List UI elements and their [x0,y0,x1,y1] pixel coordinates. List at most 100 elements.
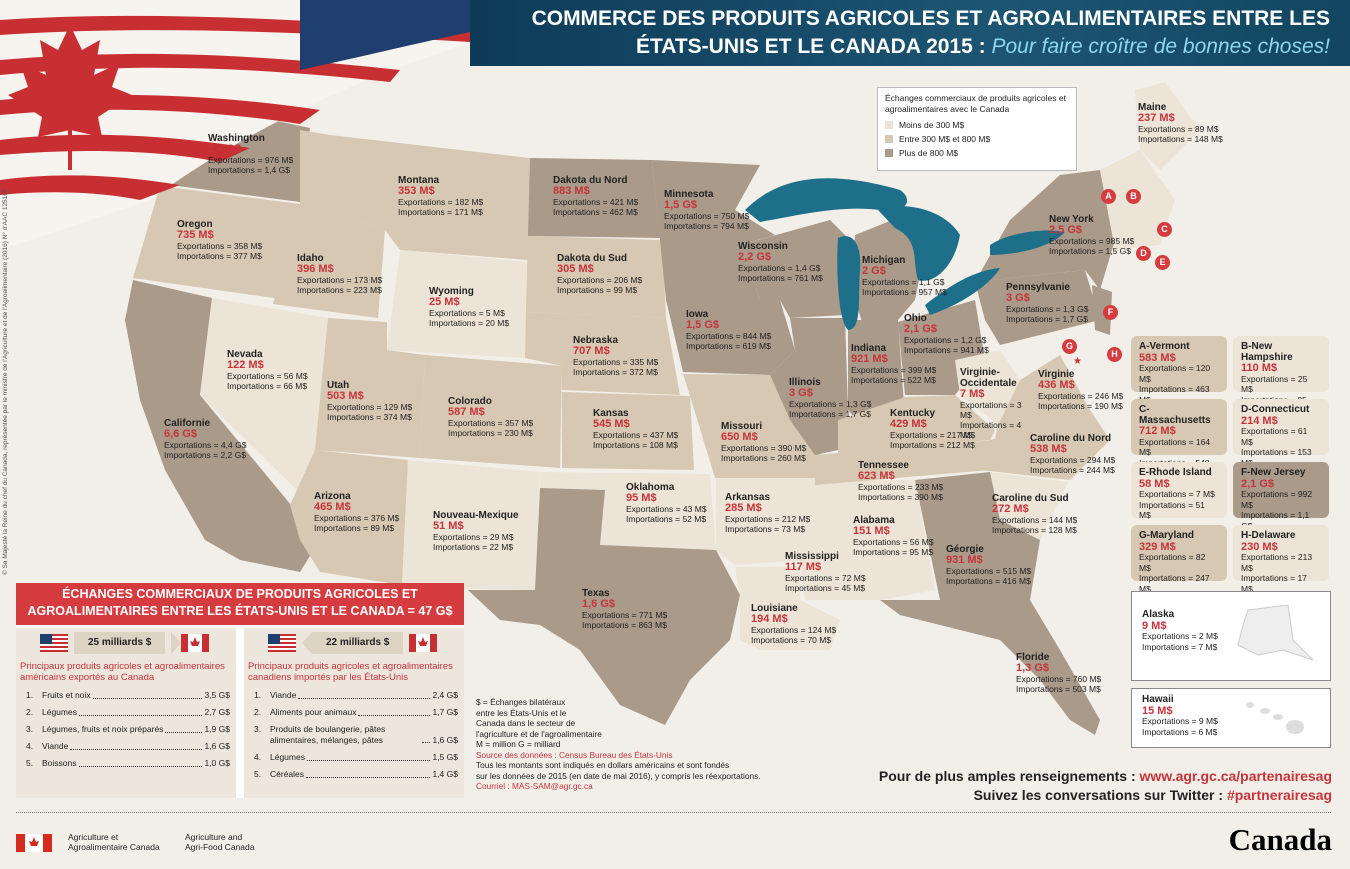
maine-shape [1135,82,1200,170]
state-label-pennsylvania: Pennsylvanie 3 G$ Exportations = 1,3 G$ Imp… [1006,282,1089,324]
arizona-shape [290,450,408,585]
legend-item-mid: Entre 300 M$ et 800 M$ [885,132,1069,146]
wyoming-shape [387,250,528,358]
pin-h: H [1107,347,1122,362]
pin-c: C [1157,222,1172,237]
state-label-south-dakota: Dakota du Sud 305 M$ Exportations = 206 M$… [557,253,643,295]
state-label-nebraska: Nebraska 707 M$ Exportations = 335 M$ Impor… [573,335,659,377]
alaska-exp: Exportations = 2 M$ [1142,631,1218,641]
legend-item-low: Moins de 300 M$ [885,118,1069,132]
idaho-shape [273,130,385,318]
title-line-1: COMMERCE DES PRODUITS AGRICOLES ET AGROA… [531,7,1330,30]
export-item-2: 2. Légumes 2,7 G$ [16,704,236,721]
nevada-shape [200,298,328,505]
hawaii-shape [1246,702,1304,734]
lake-ontario [990,230,1065,255]
georgia-shape [915,472,1040,600]
map-legend: Échanges commerciaux de produits agricol… [877,87,1077,171]
indiana-shape [848,320,904,422]
texas-shape [468,488,740,725]
export-item-3: 3. Légumes, fruits et noix préparés 1,9 G$ [16,721,236,738]
legend-label-low: Moins de 300 M$ [899,120,965,130]
pennsylvania-shape [975,270,1100,345]
website-link[interactable]: www.agr.gc.ca/partenairesag [1139,768,1332,784]
import-item-4: 4. Légumes 1,5 G$ [244,749,464,766]
box-delaware: H-Delaware 230 M$ Exportations = 213 M$ Imp… [1233,525,1329,594]
state-label-arkansas: Arkansas 285 M$ Exportations = 212 M$ Impor… [725,492,811,534]
flag-graphic [0,0,480,250]
state-label-idaho: Idaho 396 M$ Exportations = 173 M$ Importat… [297,253,383,295]
copyright-text: © Sa Majesté la Reine du chef du Canada,… [2,188,9,575]
california-shape [125,280,320,572]
mississippi-shape [800,480,855,600]
state-label-virginia: Virginie 436 M$ Exportations = 246 M$ Impor… [1038,369,1124,411]
inset-hawaii: Hawaii 15 M$ Exportations = 9 M$ Importatio… [1131,688,1331,748]
hawaii-value: 15 M$ [1142,704,1173,717]
oklahoma-shape [540,472,716,550]
info-text-2: Suivez les conversations sur Twitter : [973,787,1224,803]
info-line-1: Pour de plus amples renseignements : www… [879,767,1332,786]
lake-michigan [837,236,861,330]
us-flag-icon [40,634,68,652]
header-bar [470,0,1350,66]
state-label-kentucky: Kentucky 429 M$ Exportations = 217 M$ Impor… [890,408,976,450]
page-title: COMMERCE DES PRODUITS AGRICOLES ET AGROA… [460,5,1330,61]
montana-shape [330,135,530,260]
state-label-montana: Montana 353 M$ Exportations = 182 M$ Import… [398,175,484,217]
legend-swatch-mid [885,135,893,143]
box-new-jersey: F-New Jersey 2,1 G$ Exportations = 992 M$ I… [1233,462,1329,531]
note-line-3: Canada dans le secteur de [476,718,576,728]
oregon-shape [133,186,300,300]
box-rhode-island: E-Rhode Island 58 M$ Exportations = 7 M$ Im… [1131,462,1227,520]
state-label-illinois: Illinois 3 G$ Exportations = 1,3 G$ Importa… [789,377,872,419]
michigan-shape [852,215,925,322]
box-connecticut: D-Connecticut 214 M$ Exportations = 61 M$ I… [1233,399,1329,468]
south-carolina-shape [990,472,1068,540]
state-label-minnesota: Minnesota 1,5 G$ Exportations = 750 M$ Impo… [664,189,750,231]
state-label-south-carolina: Caroline du Sud 272 M$ Exportations = 144 … [992,493,1078,535]
totals-panel: ÉCHANGES COMMERCIAUX DE PRODUITS AGRICOL… [16,583,464,798]
state-label-georgia: Géorgie 931 M$ Exportations = 515 M$ Import… [946,544,1032,586]
arrow-right-icon [171,632,182,654]
arkansas-shape [716,478,815,565]
note-line-7: Tous les montants sont indiqués en dolla… [476,760,730,770]
import-item-3: 3. Produits de boulangerie, pâtes aliment… [254,724,458,745]
box-maryland: G-Maryland 329 M$ Exportations = 82 M$ Impo… [1131,525,1227,594]
exports-amount-arrow: 25 milliards $ [74,632,166,654]
note-email: Courriel : MAS-SAM@agr.gc.ca [476,781,593,791]
florida-shape [880,600,1100,735]
exports-arrow-row: 25 milliards $ [16,628,236,658]
twitter-hashtag-link[interactable]: #partnerairesag [1226,787,1332,803]
state-label-north-carolina: Caroline du Nord 538 M$ Exportations = 294… [1030,433,1116,475]
department-name-fr: Agriculture et Agroalimentaire Canada [68,832,160,852]
import-item-5: 5. Céréales 1,4 G$ [244,766,464,783]
state-label-ohio: Ohio 2,1 G$ Exportations = 1,2 G$ Importati… [904,313,989,355]
state-label-wisconsin: Wisconsin 2,2 G$ Exportations = 1,4 G$ Impo… [738,241,823,283]
hawaii-imp: Importations = 6 M$ [1142,726,1218,737]
legend-label-high: Plus de 800 M$ [899,148,959,158]
imports-amount-arrow: 22 milliards $ [312,632,404,654]
alaska-shape [1237,604,1314,661]
colorado-shape [420,355,562,468]
west-virginia-shape [955,350,1020,425]
box-vermont: A-Vermont 583 M$ Exportations = 120 M$ Impo… [1131,336,1227,405]
us-canada-flag-image [0,0,480,250]
note-source: Source des données : Census Bureau des É… [476,749,673,760]
louisiana-shape [735,566,840,650]
legend-title: Échanges commerciaux de produits agricol… [885,93,1066,114]
state-label-tennessee: Tennessee 623 M$ Exportations = 233 M$ Impo… [858,460,944,502]
page-subtitle: Pour faire croître de bonnes choses! [991,35,1330,58]
new-jersey-shape [1092,285,1112,335]
south-dakota-shape [526,236,666,318]
title-line-2: ÉTATS-UNIS ET LE CANADA 2015 : Pour fair… [460,33,1330,61]
canada-flag-icon [181,634,210,652]
wisconsin-shape [740,220,858,318]
footer-divider [16,812,1331,813]
note-line-4: l'agriculture et de l'agroalimentaire [476,728,602,739]
state-label-new-york: New York 2,5 G$ Exportations = 985 M$ Impor… [1049,214,1135,256]
capital-star-icon: ★ [1073,356,1082,367]
exports-caption: Principaux produits agricoles et agroali… [20,661,225,683]
pin-b: B [1126,189,1141,204]
box-massachusetts: C-Massachusetts 712 M$ Exportations = 164 … [1131,399,1227,478]
